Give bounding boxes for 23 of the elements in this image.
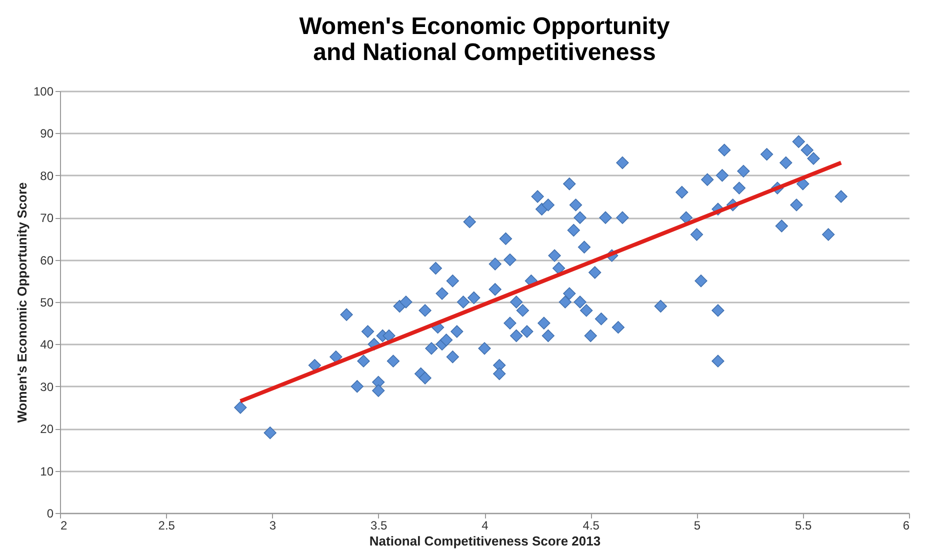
x-tick-label: 5 [694, 518, 701, 532]
x-tick-label: 2 [60, 518, 68, 532]
x-tick-label: 2.5 [158, 518, 176, 532]
x-tick-label: 4.5 [582, 518, 600, 532]
x-tick-label: 3.5 [370, 518, 388, 532]
y-tick-label: 100 [33, 84, 54, 98]
y-tick-label: 80 [40, 168, 54, 183]
y-tick-label: 20 [40, 422, 54, 436]
y-tick-label: 90 [40, 126, 54, 141]
x-tick-label: 6 [902, 518, 910, 532]
x-tick-label: 5.5 [795, 518, 812, 532]
y-tick-label: 60 [40, 253, 54, 268]
y-tick-label: 70 [40, 211, 54, 226]
x-tick-label: 3 [269, 518, 276, 532]
x-tick-label: 4 [482, 518, 489, 532]
y-tick-label: 10 [40, 464, 54, 478]
y-tick-label: 40 [40, 338, 54, 352]
y-tick-label: 0 [46, 506, 54, 520]
chart-title: Women's Economic Opportunity and National Competitiveness [299, 13, 670, 66]
y-tick-label: 30 [40, 380, 54, 394]
y-axis-title: Women's Economic Opportunity Score [14, 182, 30, 423]
y-tick-label: 50 [40, 296, 54, 310]
x-axis-title: National Competitiveness Score 2013 [369, 534, 601, 548]
